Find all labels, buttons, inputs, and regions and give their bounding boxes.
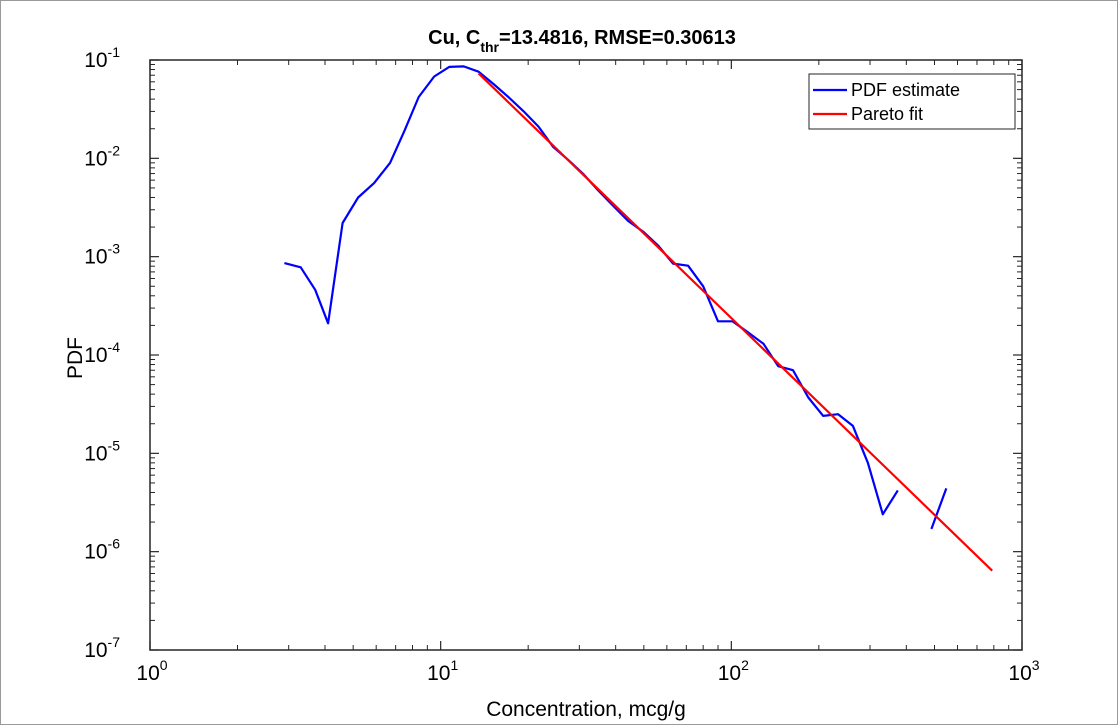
pareto-fit-line: [477, 72, 993, 572]
x-tick-label: 102: [718, 657, 749, 685]
y-tick-label: 10-3: [84, 241, 120, 269]
x-axis-label: Concentration, mcg/g: [486, 698, 686, 721]
axes-box: [149, 59, 1023, 651]
chart-title-subscript: thr: [480, 39, 499, 55]
y-axis-label: PDF: [64, 337, 87, 379]
legend-label-pdf-estimate: PDF estimate: [851, 80, 960, 100]
x-tick-label: 100: [136, 657, 167, 685]
y-tick-label: 10-6: [84, 536, 120, 564]
chart-title-prefix: Cu, C: [428, 27, 480, 49]
y-tick-label: 10-7: [84, 634, 120, 662]
y-tick-label: 10-2: [84, 142, 120, 170]
y-tick-label: 10-5: [84, 437, 120, 465]
plot-area: 100 101 102 103 10-7 10-6 10-5 10-4 10-3 10-2 10-1…: [84, 44, 1040, 685]
y-tick-label: 10-1: [84, 44, 120, 72]
x-tick-label: 103: [1008, 657, 1039, 685]
chart-title: Cu, Cthr=13.4816, RMSE=0.30613: [428, 27, 736, 55]
y-tick-label: 10-4: [84, 339, 120, 367]
x-tick-label: 101: [427, 657, 458, 685]
pdf-estimate-line: [930, 488, 948, 530]
legend-label-pareto-fit: Pareto fit: [851, 104, 923, 124]
chart-title-suffix: =13.4816, RMSE=0.30613: [499, 27, 736, 49]
legend-box: [808, 73, 1016, 130]
